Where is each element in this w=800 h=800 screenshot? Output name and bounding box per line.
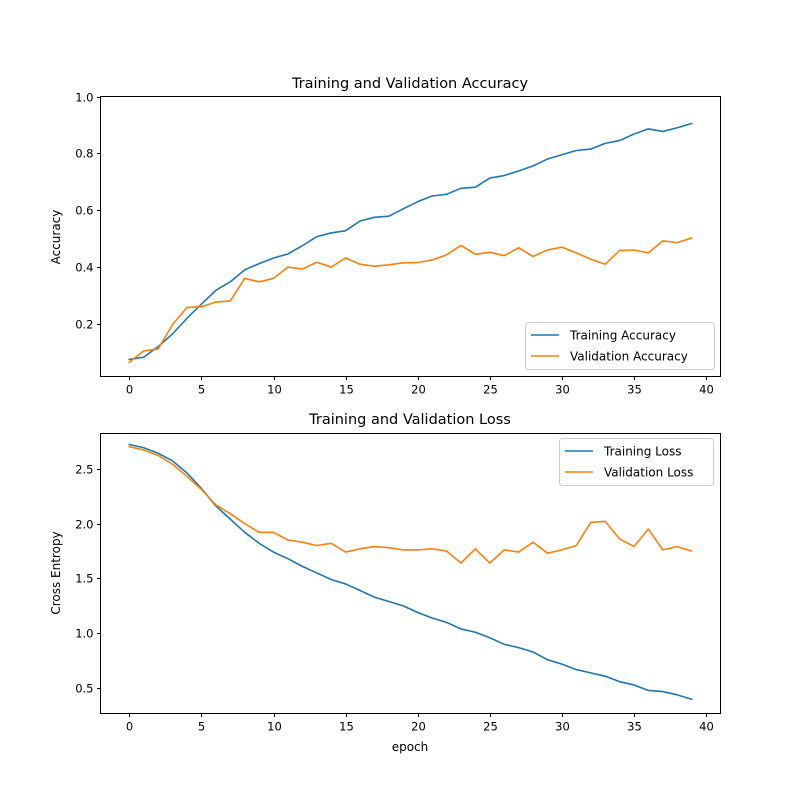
accuracy-x-tick-label: 5 xyxy=(198,383,205,397)
legend-label-validation-loss: Validation Loss xyxy=(604,466,693,480)
loss-x-tick-label: 20 xyxy=(411,720,426,734)
accuracy-x-tick-label: 15 xyxy=(339,383,354,397)
accuracy-subplot: Training and Validation Accuracy 0 5 10 15 2… xyxy=(49,76,721,397)
loss-legend: Training Loss Validation Loss xyxy=(559,438,714,486)
accuracy-x-tick-label: 35 xyxy=(627,383,642,397)
series-line-training-loss xyxy=(128,443,693,701)
loss-x-tick-label: 35 xyxy=(627,720,642,734)
accuracy-x-tick-label: 20 xyxy=(411,383,426,397)
loss-x-tick-label: 0 xyxy=(126,720,133,734)
accuracy-x-tick-label: 0 xyxy=(126,383,133,397)
loss-x-axis-label: epoch xyxy=(392,740,429,754)
accuracy-series-group xyxy=(128,122,693,364)
series-line-validation-accuracy xyxy=(128,237,693,364)
accuracy-y-tick-label: 0.8 xyxy=(75,147,93,161)
accuracy-x-tick-label: 30 xyxy=(555,383,570,397)
loss-x-tick-label: 10 xyxy=(267,720,282,734)
accuracy-y-axis: 0.2 0.4 0.6 0.8 1.0 xyxy=(75,91,101,332)
legend-label-validation-accuracy: Validation Accuracy xyxy=(570,350,688,364)
accuracy-x-tick-label: 25 xyxy=(483,383,498,397)
accuracy-x-axis: 0 5 10 15 20 25 30 35 40 xyxy=(126,376,714,397)
loss-x-tick-label: 5 xyxy=(198,720,205,734)
loss-x-tick-label: 15 xyxy=(339,720,354,734)
loss-subplot: Training and Validation Loss 0 5 10 15 20 25 3… xyxy=(49,412,721,754)
accuracy-plot-frame xyxy=(100,96,721,377)
loss-y-tick-label: 0.5 xyxy=(75,682,93,696)
accuracy-y-tick-label: 0.2 xyxy=(75,318,93,332)
loss-y-tick-label: 1.0 xyxy=(75,627,93,641)
series-line-training-accuracy xyxy=(128,122,693,361)
loss-x-tick-label: 25 xyxy=(483,720,498,734)
accuracy-y-tick-label: 0.4 xyxy=(75,261,93,275)
legend-label-training-loss: Training Loss xyxy=(603,445,681,459)
loss-series-group xyxy=(128,443,693,701)
accuracy-x-tick-label: 10 xyxy=(267,383,282,397)
accuracy-y-tick-label: 0.6 xyxy=(75,204,93,218)
loss-y-axis-label: Cross Entropy xyxy=(49,531,63,614)
loss-chart-title: Training and Validation Loss xyxy=(308,412,511,428)
loss-x-tick-label: 40 xyxy=(699,720,714,734)
accuracy-y-axis-label: Accuracy xyxy=(49,210,63,265)
loss-y-axis: 0.5 1.0 1.5 2.0 2.5 xyxy=(75,463,101,696)
accuracy-legend-box xyxy=(525,322,715,370)
accuracy-y-tick-label: 1.0 xyxy=(75,91,93,105)
loss-y-tick-label: 1.5 xyxy=(75,572,93,586)
series-line-validation-loss xyxy=(128,445,693,564)
accuracy-x-tick-label: 40 xyxy=(699,383,714,397)
loss-legend-box xyxy=(559,438,714,486)
loss-plot-frame xyxy=(100,433,721,714)
loss-x-tick-label: 30 xyxy=(555,720,570,734)
loss-y-tick-label: 2.5 xyxy=(75,463,93,477)
loss-x-axis: 0 5 10 15 20 25 30 35 40 xyxy=(126,713,714,734)
accuracy-chart-title: Training and Validation Accuracy xyxy=(291,76,529,92)
legend-label-training-accuracy: Training Accuracy xyxy=(569,329,676,343)
accuracy-legend: Training Accuracy Validation Accuracy xyxy=(525,322,715,370)
loss-y-tick-label: 2.0 xyxy=(75,518,93,532)
